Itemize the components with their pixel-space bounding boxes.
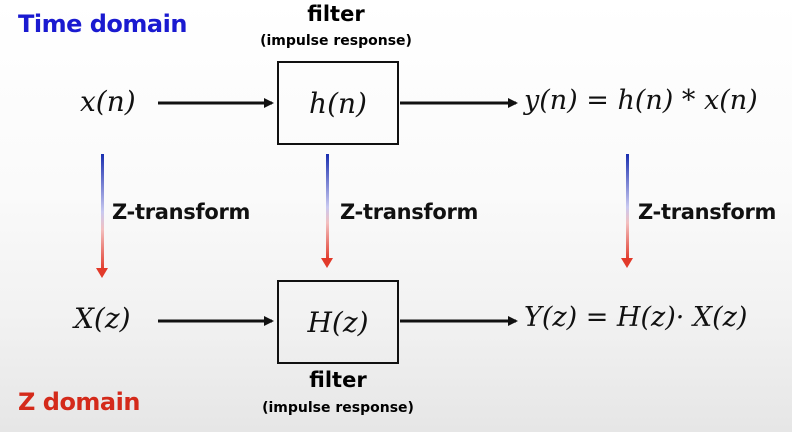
ztransform-arrowhead-left	[96, 268, 108, 278]
z-input-X: X(z)	[74, 302, 131, 335]
z-domain-label: Z domain	[18, 388, 140, 416]
ztransform-arrow-middle	[326, 154, 329, 260]
z-output-Y: Y(z) = H(z)· X(z)	[524, 302, 748, 333]
top-filter-box: h(n)	[277, 61, 399, 145]
ztransform-label-left: Z-transform	[112, 200, 251, 224]
time-domain-label: Time domain	[18, 10, 187, 38]
ztransform-arrow-right	[626, 154, 629, 260]
ztransform-arrowhead-middle	[321, 258, 333, 268]
bottom-filter-title: filter	[309, 368, 367, 392]
bottom-filter-box: H(z)	[277, 280, 399, 364]
impulse-response-h: h(n)	[309, 86, 367, 120]
ztransform-arrowhead-right	[621, 258, 633, 268]
time-output-y: y(n) = h(n) * x(n)	[524, 85, 758, 116]
top-filter-title: filter	[307, 2, 365, 26]
ztransform-label-middle: Z-transform	[340, 200, 479, 224]
top-filter-subtitle: (impulse response)	[260, 33, 412, 49]
ztransform-arrow-left	[101, 154, 104, 270]
transfer-function-H: H(z)	[307, 305, 369, 339]
ztransform-label-right: Z-transform	[638, 200, 777, 224]
bottom-filter-subtitle: (impulse response)	[262, 400, 414, 416]
time-input-x: x(n)	[80, 85, 136, 118]
